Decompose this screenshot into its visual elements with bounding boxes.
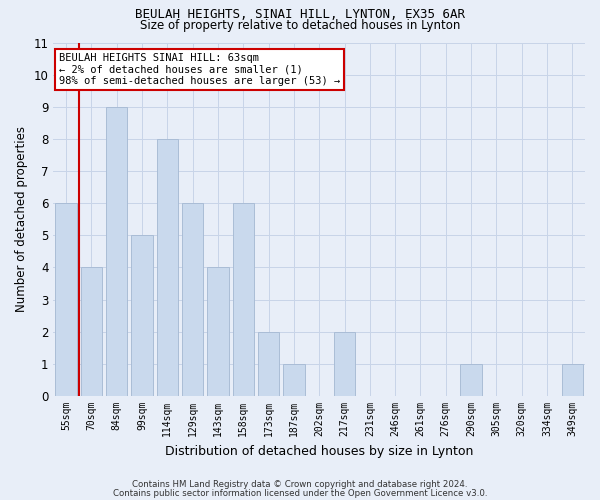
Text: Size of property relative to detached houses in Lynton: Size of property relative to detached ho… (140, 19, 460, 32)
Bar (233, 203, 254, 396)
Text: BEULAH HEIGHTS SINAI HILL: 63sqm
← 2% of detached houses are smaller (1)
98% of : BEULAH HEIGHTS SINAI HILL: 63sqm ← 2% of… (59, 53, 340, 86)
Bar (460, 364, 482, 396)
Bar (80, 268, 102, 396)
Text: Contains public sector information licensed under the Open Government Licence v3: Contains public sector information licen… (113, 488, 487, 498)
Text: Contains HM Land Registry data © Crown copyright and database right 2024.: Contains HM Land Registry data © Crown c… (132, 480, 468, 489)
X-axis label: Distribution of detached houses by size in Lynton: Distribution of detached houses by size … (165, 444, 473, 458)
Bar (106, 107, 127, 396)
Y-axis label: Number of detached properties: Number of detached properties (15, 126, 28, 312)
Bar (283, 364, 305, 396)
Bar (131, 236, 153, 396)
Bar (258, 332, 280, 396)
Bar (334, 332, 355, 396)
Bar (182, 203, 203, 396)
Text: BEULAH HEIGHTS, SINAI HILL, LYNTON, EX35 6AR: BEULAH HEIGHTS, SINAI HILL, LYNTON, EX35… (135, 8, 465, 20)
Bar (562, 364, 583, 396)
Bar (207, 268, 229, 396)
Bar (157, 139, 178, 396)
Bar (55, 203, 77, 396)
